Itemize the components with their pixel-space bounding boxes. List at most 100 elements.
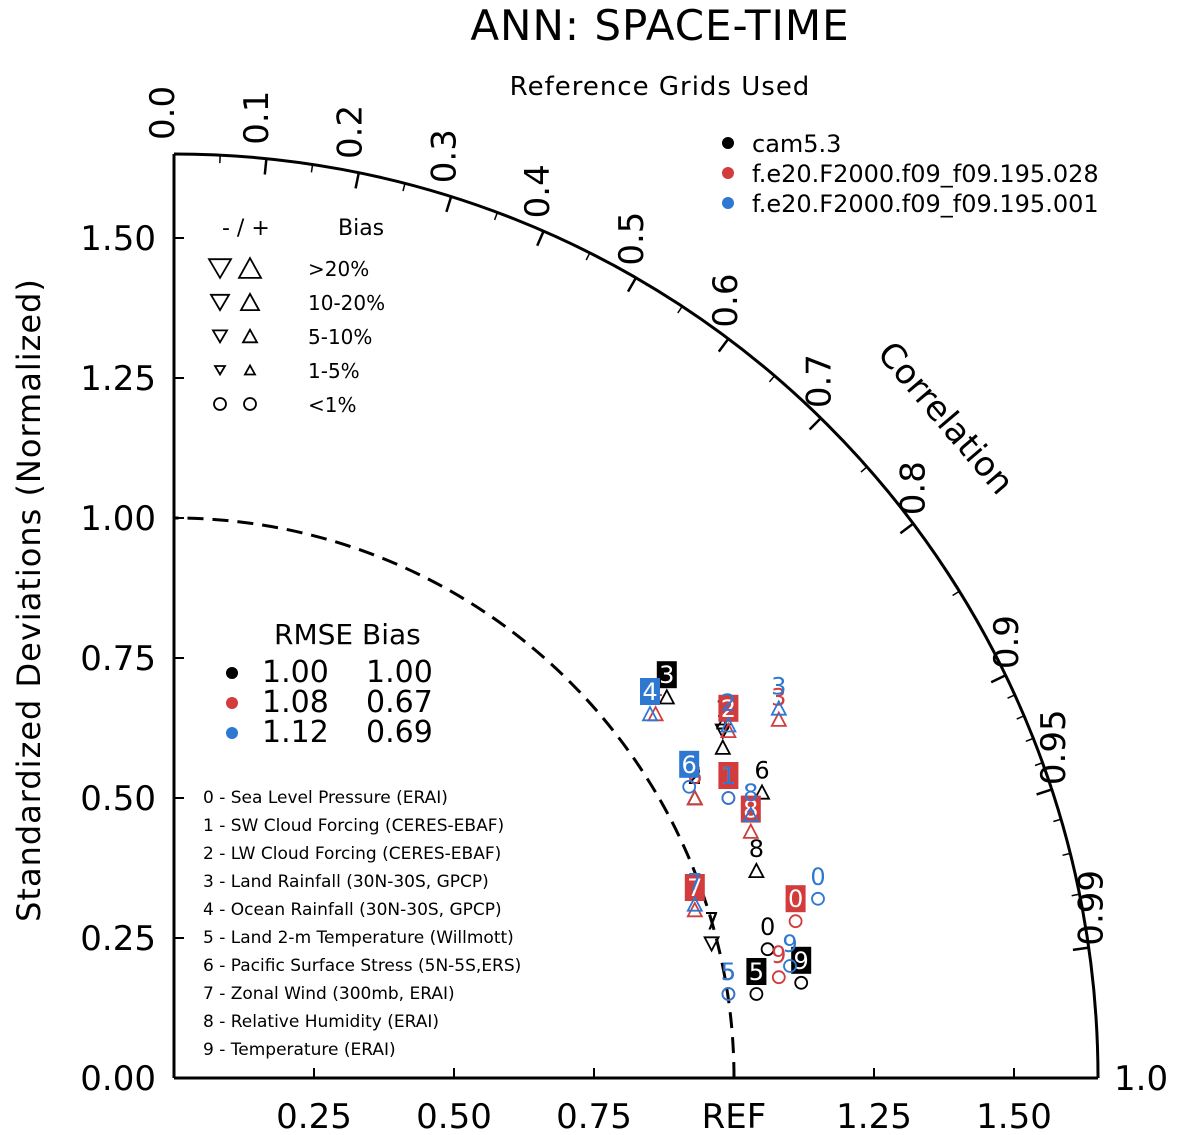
model-legend-label: f.e20.F2000.f09_f09.195.001 (752, 190, 1099, 218)
corr-minor-tick (1007, 694, 1016, 699)
corr-minor-tick (677, 305, 683, 314)
y-axis-label: Standardized Deviations (Normalized) (10, 278, 48, 922)
corr-minor-tick (1071, 893, 1080, 897)
stats-legend-rmse-header: RMSE (274, 618, 353, 651)
data-point-label: 3 (659, 661, 674, 689)
corr-tick (808, 417, 822, 431)
corr-minor-tick (768, 375, 776, 383)
bias-legend: - / + Bias >20% 10-20% 5-10% 1-5% <1% (207, 216, 385, 417)
data-point-marker (753, 783, 771, 800)
corr-tick-label: 0.5 (612, 212, 652, 266)
data-point-label: 3 (771, 684, 786, 712)
model-legend: cam5.3f.e20.F2000.f09_f09.195.028f.e20.F… (722, 130, 1099, 218)
stats-legend-bias-value: 0.67 (366, 685, 433, 720)
variable-list: 0 - Sea Level Pressure (ERAI) 1 - SW Clou… (203, 788, 521, 1060)
data-point-marker (770, 699, 788, 716)
variable-list-item: 8 - Relative Humidity (ERAI) (203, 1012, 439, 1032)
bias-legend-circle (243, 397, 257, 411)
data-point-marker (719, 721, 737, 738)
data-point-label: 7 (687, 874, 702, 902)
data-point-label-box (718, 694, 739, 722)
bias-legend-sign-header: - / + (222, 216, 270, 241)
corr-minor-tick (1034, 762, 1043, 767)
model-legend-dot (722, 137, 734, 149)
corr-tick (899, 522, 914, 535)
data-point-label-box (718, 762, 739, 789)
variable-list-item: 3 - Land Rainfall (30N-30S, GPCP) (203, 872, 489, 892)
corr-minor-tick (1053, 818, 1062, 823)
data-point-label: 8 (743, 779, 758, 807)
bias-legend-row-label: 10-20% (308, 291, 385, 315)
data-point-label: 7 (704, 908, 719, 936)
data-point-label-box (640, 678, 660, 705)
data-point-label: 1 (721, 762, 736, 790)
data-point-label: 0 (810, 863, 825, 891)
corr-tick (717, 338, 730, 353)
data-point-label: 9 (782, 930, 797, 958)
data-point-label: 7 (687, 868, 702, 896)
model-legend-label: cam5.3 (752, 130, 841, 158)
data-point-label: 4 (642, 678, 657, 706)
corr-tick (263, 158, 268, 175)
y-tick-label: 1.00 (80, 499, 156, 539)
stats-legend-dot (226, 727, 238, 739)
y-tick-label: 1.25 (80, 359, 156, 399)
bias-legend-tri-down (209, 293, 231, 312)
data-point-marker (760, 942, 775, 957)
corr-tick (1036, 788, 1053, 796)
data-point-marker (794, 975, 809, 990)
bias-legend-row-label: 5-10% (308, 325, 372, 349)
corr-tick-label: 0.4 (518, 164, 558, 218)
corr-tick-label: 0.3 (424, 129, 464, 183)
bias-legend-tri-up (241, 327, 259, 344)
data-point-label: 6 (682, 751, 697, 779)
data-point-label: 8 (749, 835, 764, 863)
variable-list-item: 9 - Temperature (ERAI) (203, 1040, 396, 1060)
chart-subtitle: Reference Grids Used (510, 72, 811, 102)
corr-tick-label: 0.99 (1072, 870, 1112, 946)
corr-minor-tick (402, 183, 406, 192)
chart-title: ANN: SPACE-TIME (470, 1, 849, 50)
y-tick-label: 0.00 (80, 1059, 156, 1099)
data-point-label: 5 (721, 958, 736, 986)
data-point-marker (641, 705, 659, 722)
ref-label: REF (702, 1097, 767, 1135)
data-point-label-box (684, 874, 705, 901)
corr-tick-label: 0.1 (237, 91, 277, 145)
bias-legend-row-label: >20% (308, 257, 369, 281)
data-point-label-box (785, 885, 806, 913)
bias-legend-circle (213, 397, 227, 411)
data-point-marker (686, 895, 704, 912)
model-legend-dot (722, 167, 734, 179)
data-point-marker (682, 779, 697, 794)
bias-legend-tri-down (213, 365, 227, 377)
stats-legend-bias-header: Bias (362, 618, 421, 651)
corr-minor-tick (585, 252, 591, 261)
bias-legend-bias-header: Bias (338, 216, 384, 241)
data-point-marker (747, 861, 765, 878)
y-tick-label: 1.50 (80, 219, 156, 259)
corr-minor-tick (1062, 852, 1071, 857)
variable-list-item: 2 - LW Cloud Forcing (CERES-EBAF) (203, 844, 501, 864)
data-point-label: 3 (771, 672, 786, 700)
corr-minor-tick (1025, 737, 1034, 743)
x-tick-label: 1.25 (836, 1097, 912, 1135)
data-point-marker (703, 936, 721, 953)
data-point-label: 0 (788, 885, 803, 913)
data-point-label: 9 (771, 941, 786, 969)
corr-tick-label: 0.2 (331, 105, 371, 159)
bias-legend-row-label: <1% (308, 393, 357, 417)
data-point-marker (788, 914, 803, 929)
data-point-label: 6 (754, 756, 769, 784)
corr-tick-label: 0.95 (1034, 709, 1074, 785)
stats-legend-rmse-value: 1.08 (262, 685, 329, 720)
variable-list-item: 4 - Ocean Rainfall (30N-30S, GPCP) (203, 900, 502, 920)
corr-tick (990, 674, 1007, 684)
x-tick-label: 0.75 (556, 1097, 632, 1135)
x-tick-label: 0.25 (276, 1097, 352, 1135)
model-legend-label: f.e20.F2000.f09_f09.195.028 (752, 160, 1099, 188)
stats-legend-dot (226, 667, 238, 679)
data-point-marker (742, 805, 760, 822)
